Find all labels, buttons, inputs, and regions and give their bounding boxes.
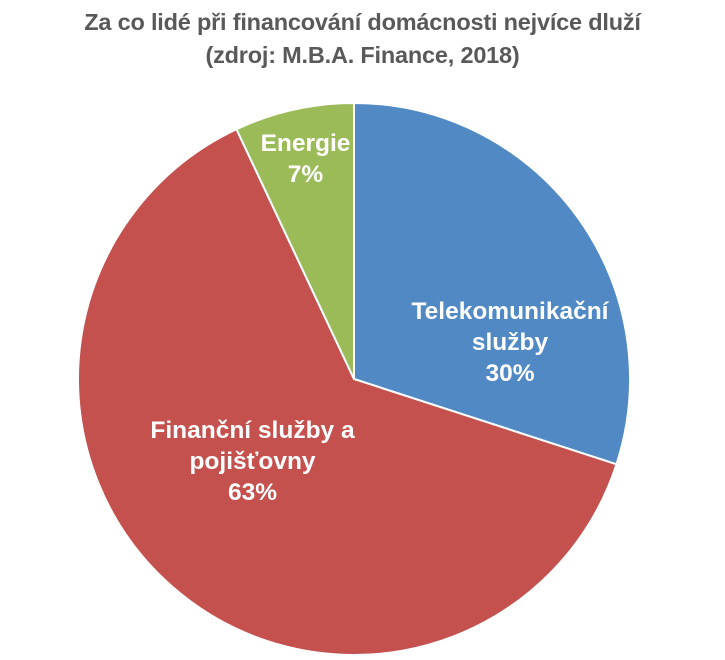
- pie-slice[interactable]: [353, 101, 631, 466]
- pie-slice[interactable]: [235, 101, 355, 380]
- chart-title: Za co lidé při financování domácnosti ne…: [0, 6, 725, 72]
- pie-slices-group: [77, 101, 631, 656]
- chart-title-line-2: (zdroj: M.B.A. Finance, 2018): [205, 42, 520, 68]
- chart-title-line-1: Za co lidé při financování domácnosti ne…: [84, 9, 641, 35]
- pie-slice[interactable]: [77, 127, 618, 656]
